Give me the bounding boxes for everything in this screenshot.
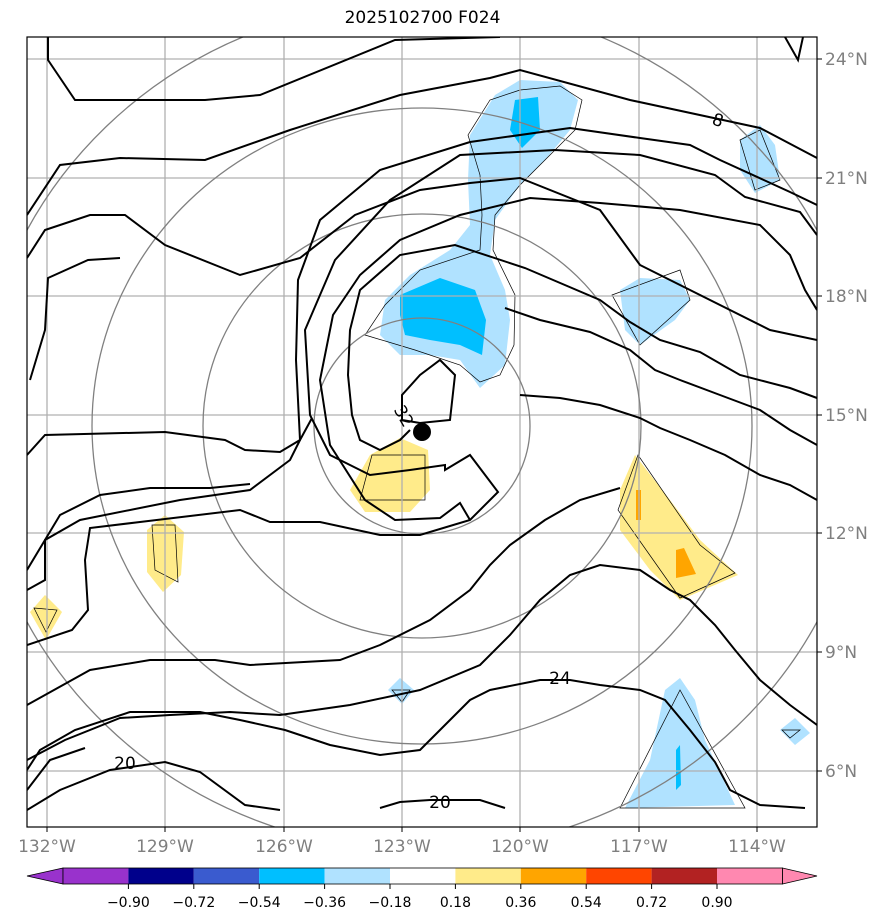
lon-label: 123°W bbox=[373, 837, 431, 857]
colorbar-tick-label: 0.36 bbox=[505, 895, 536, 911]
colorbar-segment bbox=[128, 868, 194, 884]
colorbar-segment bbox=[520, 868, 587, 884]
lat-label: 24°N bbox=[825, 50, 868, 70]
contour-label: 20 bbox=[429, 793, 451, 813]
lon-label: 129°W bbox=[136, 837, 194, 857]
lon-label: 132°W bbox=[18, 837, 76, 857]
colorbar-tick-label: 0.54 bbox=[571, 895, 602, 911]
shaded-field bbox=[30, 80, 810, 808]
colorbar-segment bbox=[193, 868, 260, 884]
shade-positive-light bbox=[30, 595, 62, 640]
colorbar-tick-label: −0.54 bbox=[238, 895, 281, 911]
shade-positive-mid bbox=[676, 548, 696, 578]
shade-negative-light bbox=[625, 678, 735, 808]
lat-label: 18°N bbox=[825, 287, 868, 307]
colorbar-tick-label: −0.72 bbox=[172, 895, 215, 911]
colorbar-extend-high bbox=[782, 867, 818, 885]
colorbar-segment bbox=[324, 868, 390, 884]
axis-ticks bbox=[46, 58, 822, 832]
colorbar-segment bbox=[63, 868, 129, 884]
lat-label: 12°N bbox=[825, 524, 868, 544]
lon-label: 117°W bbox=[610, 837, 668, 857]
lon-label: 114°W bbox=[728, 837, 786, 857]
map-title: 2025102700 F024 bbox=[344, 8, 501, 28]
colorbar-tick-label: −0.90 bbox=[107, 895, 150, 911]
shade-negative-light bbox=[388, 678, 414, 704]
colorbar-extend-low bbox=[26, 867, 64, 885]
shade-positive-light bbox=[350, 438, 430, 512]
colorbar-tick-label: −0.18 bbox=[369, 895, 412, 911]
colorbar-segment bbox=[455, 868, 521, 884]
colorbar-segment bbox=[390, 868, 456, 884]
shade-positive-light bbox=[620, 455, 738, 600]
colorbar-tick-label: −0.36 bbox=[303, 895, 346, 911]
contour-label: 20 bbox=[114, 754, 136, 774]
lon-label: 126°W bbox=[255, 837, 313, 857]
colorbar-segment bbox=[586, 868, 652, 884]
lat-label: 9°N bbox=[825, 643, 857, 663]
lat-label: 21°N bbox=[825, 169, 868, 189]
colorbar: −0.90 −0.72 −0.54 −0.36 −0.18 0.18 0.36 … bbox=[26, 867, 818, 911]
shade-negative-light bbox=[740, 125, 780, 193]
colorbar-tick-label: 0.90 bbox=[701, 895, 732, 911]
contour-label: 32 bbox=[389, 402, 417, 431]
lat-label: 15°N bbox=[825, 406, 868, 426]
range-rings bbox=[27, 37, 817, 827]
shade-negative-mid bbox=[400, 278, 486, 355]
colorbar-segment bbox=[651, 868, 717, 884]
lat-label: 6°N bbox=[825, 762, 857, 782]
graticule bbox=[27, 37, 817, 827]
storm-center-dot bbox=[413, 423, 431, 441]
plot-frame bbox=[26, 36, 818, 828]
shade-negative-mid bbox=[676, 745, 681, 790]
colorbar-tick-label: 0.72 bbox=[636, 895, 667, 911]
shade-negative-light bbox=[620, 278, 690, 345]
heavy-contours bbox=[27, 37, 817, 811]
shade-negative-light bbox=[780, 718, 810, 745]
colorbar-segment bbox=[259, 868, 325, 884]
contour-label: 24 bbox=[549, 669, 571, 689]
colorbar-tick-label: 0.18 bbox=[440, 895, 471, 911]
colorbar-segment bbox=[717, 868, 783, 884]
lon-label: 120°W bbox=[491, 837, 549, 857]
